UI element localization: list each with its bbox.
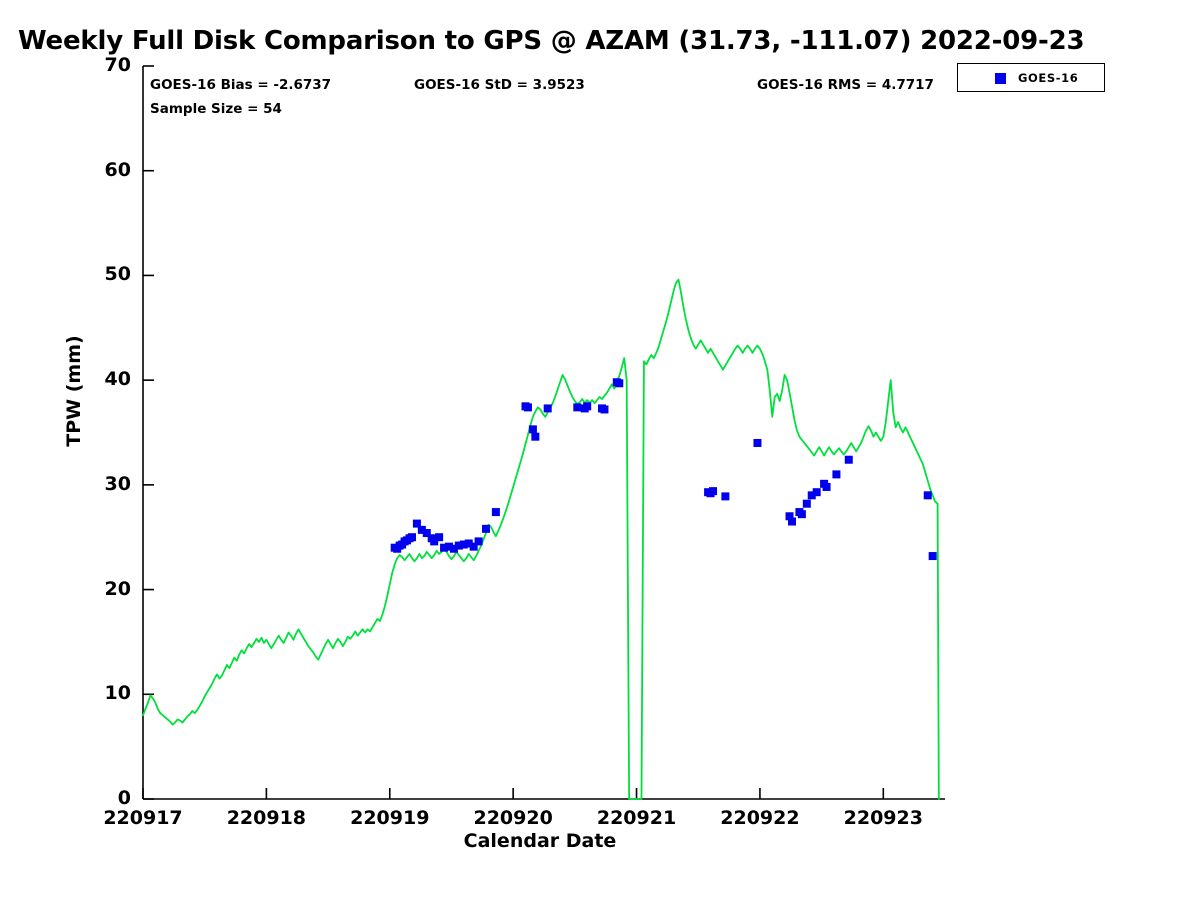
legend: GOES-16 <box>957 63 1105 92</box>
y-tick-label: 10 <box>104 682 131 705</box>
goes16-scatter-series <box>390 378 937 561</box>
x-tick-label: 220918 <box>226 807 307 829</box>
x-tick-label: 220921 <box>596 807 677 829</box>
stat-sample-size-label: Sample Size = 54 <box>150 101 282 117</box>
x-tick-label: 220917 <box>103 807 183 829</box>
y-axis-title: TPW (mm) <box>63 335 85 447</box>
x-tick-label: 220920 <box>473 807 553 829</box>
y-tick-label: 20 <box>104 577 131 600</box>
page-title: Weekly Full Disk Comparison to GPS @ AZA… <box>18 26 1085 56</box>
stat-rms-label: GOES-16 RMS = 4.7717 <box>757 77 934 93</box>
y-tick-label: 60 <box>104 158 131 181</box>
legend-swatch-goes16 <box>995 73 1006 84</box>
x-tick-label: 220919 <box>350 807 430 829</box>
y-tick-label: 70 <box>104 54 131 76</box>
y-tick-label: 50 <box>104 263 131 286</box>
x-axis-title: Calendar Date <box>463 830 617 852</box>
legend-label-goes16: GOES-16 <box>1018 71 1079 85</box>
gps-line-series <box>142 278 940 800</box>
y-tick-label: 40 <box>104 368 131 391</box>
stat-bias-label: GOES-16 Bias = -2.6737 <box>150 77 332 93</box>
x-tick-label: 220922 <box>720 807 800 829</box>
y-tick-label: 30 <box>104 472 131 495</box>
axes <box>142 65 945 800</box>
x-tick-label: 220923 <box>843 807 923 829</box>
y-tick-label: 0 <box>117 787 131 809</box>
stat-std-label: GOES-16 StD = 3.9523 <box>414 77 585 93</box>
